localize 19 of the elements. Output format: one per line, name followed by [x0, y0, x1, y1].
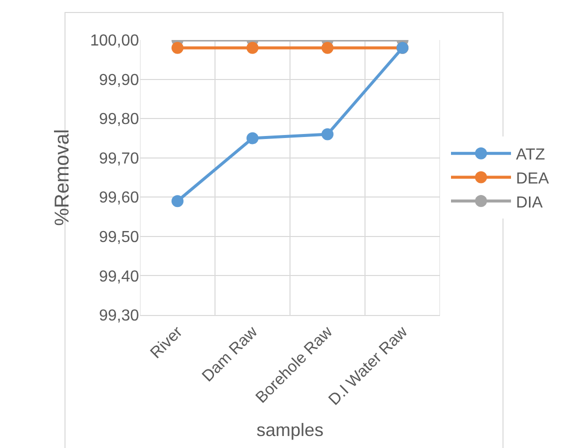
legend-label: DEA: [516, 170, 550, 188]
y-tick-label: 99,90: [98, 72, 140, 89]
y-tick-label: 99,60: [98, 190, 140, 207]
y-tick-label: 99,70: [98, 150, 140, 168]
y-tick-label: 99,30: [98, 308, 140, 325]
point: [172, 195, 184, 208]
point: [322, 128, 334, 140]
legend-label: ATZ: [516, 146, 546, 164]
y-axis-title: %Removal: [52, 129, 74, 226]
x-axis-title: samples: [256, 420, 324, 440]
point: [322, 42, 334, 54]
y-tick-label: 99,50: [98, 229, 140, 246]
y-tick-label: 99,80: [98, 111, 140, 128]
y-tick-label: 99,40: [98, 268, 140, 286]
point: [172, 42, 184, 54]
legend-label: DIA: [516, 194, 543, 212]
point: [246, 132, 258, 144]
y-tick-label: 100,00: [90, 32, 140, 50]
point: [246, 42, 258, 54]
